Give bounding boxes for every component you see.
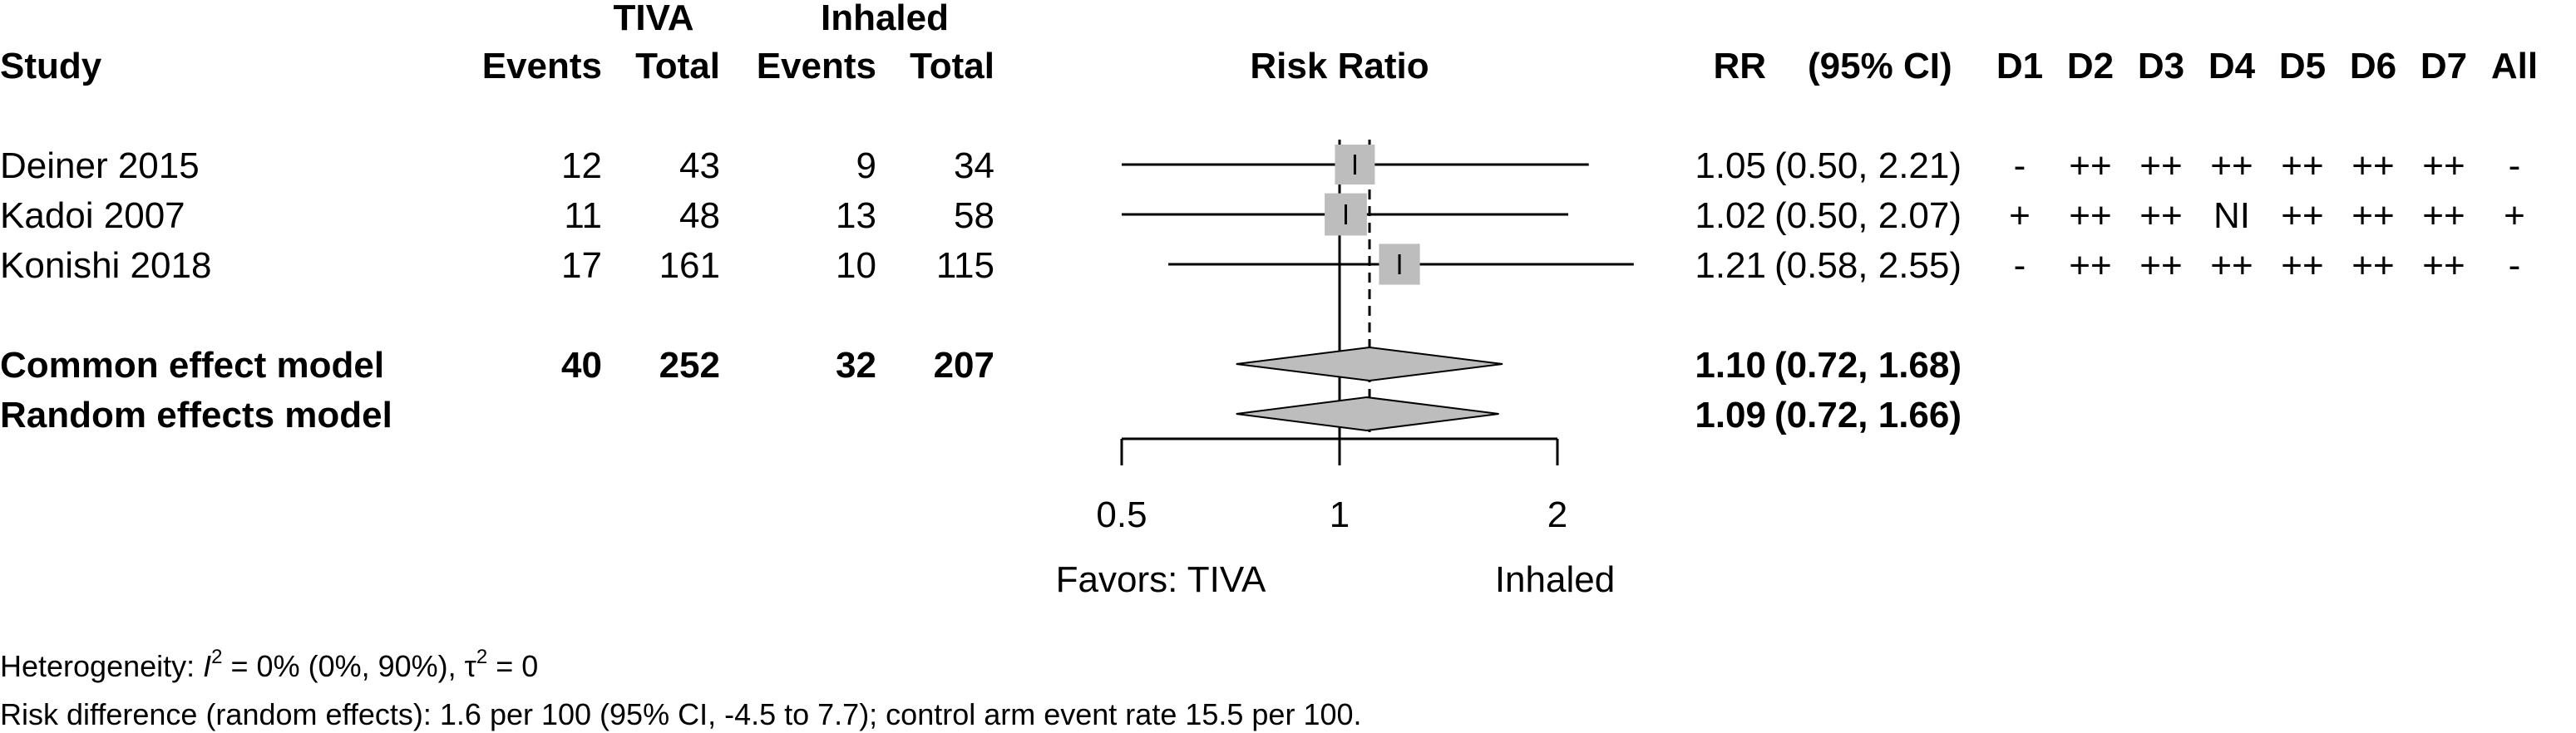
rob-d1: -	[2014, 245, 2026, 286]
col-events-tiva: Events	[482, 46, 602, 86]
plot-marks	[1122, 140, 1634, 439]
study-row: Deiner 2015 12 43 9 34 1.05 (0.50, 2.21) - ++ ++ +…	[0, 145, 2520, 186]
rr-value: 1.21	[1695, 245, 1766, 286]
pooled-total-tiva: 252	[659, 345, 720, 386]
col-domain-d5: D5	[2279, 46, 2326, 86]
total-inhaled: 115	[936, 245, 994, 286]
rob-d6: ++	[2351, 245, 2394, 286]
total-inhaled: 34	[954, 145, 994, 186]
events-tiva: 17	[561, 245, 602, 286]
col-total-inhaled: Total	[910, 46, 994, 86]
total-tiva: 48	[679, 195, 720, 236]
rob-d2: ++	[2069, 245, 2111, 286]
study-rows: Deiner 2015 12 43 9 34 1.05 (0.50, 2.21) - ++ ++ +…	[0, 145, 2525, 435]
pooled-row: Common effect model 40 252 32 207 1.10 (0.72, …	[0, 345, 1962, 386]
heterogeneity-prefix: Heterogeneity:	[0, 649, 203, 683]
rob-d1: -	[2014, 145, 2026, 186]
rob-all: -	[2509, 145, 2521, 186]
study-name: Konishi 2018	[0, 245, 211, 286]
pooled-diamond	[1236, 396, 1499, 432]
heterogeneity-i2-symbol: I	[203, 649, 211, 683]
events-inhaled: 9	[856, 145, 876, 186]
pooled-events-tiva: 40	[561, 345, 602, 386]
header-tiva: TIVA	[614, 0, 694, 38]
rob-d7: ++	[2422, 195, 2465, 236]
heterogeneity-i2-sup: 2	[211, 646, 222, 668]
favors-left-label: Favors: TIVA	[1056, 559, 1266, 600]
x-axis: 0.5 1 2	[1096, 437, 1567, 535]
rob-d4: ++	[2210, 145, 2253, 186]
rob-d5: ++	[2281, 195, 2323, 236]
col-total-tiva: Total	[635, 46, 720, 86]
rob-d7: ++	[2422, 145, 2465, 186]
total-tiva: 161	[659, 245, 720, 286]
pooled-name: Random effects model	[0, 395, 392, 435]
rob-d7: ++	[2422, 245, 2465, 286]
heterogeneity-tau-symbol: τ	[465, 649, 476, 683]
rob-all: -	[2509, 245, 2521, 286]
rr-value: 1.05	[1695, 145, 1766, 186]
favors-right-label: Inhaled	[1495, 559, 1615, 600]
heterogeneity-i2-text: = 0% (0%, 90%),	[223, 649, 465, 683]
pooled-events-inhaled: 32	[836, 345, 876, 386]
rob-d3: ++	[2139, 195, 2182, 236]
study-name: Kadoi 2007	[0, 195, 185, 236]
events-tiva: 12	[561, 145, 602, 186]
col-domain-d4: D4	[2208, 46, 2256, 86]
pooled-total-inhaled: 207	[934, 345, 994, 386]
col-domain-d7: D7	[2421, 46, 2467, 86]
x-tick-label: 1	[1330, 494, 1350, 535]
rob-all: +	[2504, 195, 2525, 236]
study-row: Konishi 2018 17 161 10 115 1.21 (0.58, 2.55) - +…	[0, 245, 2520, 286]
events-inhaled: 10	[836, 245, 876, 286]
rob-d2: ++	[2069, 195, 2111, 236]
col-ci: (95% CI)	[1808, 46, 1952, 86]
rob-d3: ++	[2139, 245, 2182, 286]
rob-d4: ++	[2210, 245, 2253, 286]
chart-title: Risk Ratio	[1250, 46, 1429, 86]
pooled-ci-value: (0.72, 1.68)	[1774, 345, 1962, 386]
x-tick-label: 0.5	[1096, 494, 1147, 535]
col-domain-d3: D3	[2138, 46, 2184, 86]
risk-difference-footnote: Risk difference (random effects): 1.6 pe…	[0, 697, 1362, 731]
col-events-inhaled: Events	[757, 46, 876, 86]
rob-d2: ++	[2069, 145, 2111, 186]
ci-value: (0.50, 2.21)	[1774, 145, 1962, 186]
events-inhaled: 13	[836, 195, 876, 236]
domain-headers: D1 D2 D3 D4 D5 D6 D7 All	[1996, 46, 2538, 86]
col-domain-d6: D6	[2350, 46, 2396, 86]
header-inhaled: Inhaled	[821, 0, 949, 38]
total-inhaled: 58	[954, 195, 994, 236]
col-domain-d1: D1	[1996, 46, 2043, 86]
pooled-rr-value: 1.10	[1695, 345, 1766, 386]
col-rr: RR	[1713, 46, 1766, 86]
study-row: Kadoi 2007 11 48 13 58 1.02 (0.50, 2.07) + ++ ++ N…	[0, 195, 2525, 236]
pooled-row: Random effects model 1.09 (0.72, 1.66)	[0, 395, 1962, 435]
heterogeneity-tau-text: = 0	[487, 649, 538, 683]
col-domain-all: All	[2491, 46, 2538, 86]
rob-d5: ++	[2281, 245, 2323, 286]
rob-d1: +	[2009, 195, 2031, 236]
events-tiva: 11	[564, 195, 602, 236]
heterogeneity-tau-sup: 2	[476, 646, 487, 668]
study-name: Deiner 2015	[0, 145, 200, 186]
rob-d5: ++	[2281, 145, 2323, 186]
pooled-name: Common effect model	[0, 345, 384, 386]
rob-d6: ++	[2351, 195, 2394, 236]
rob-d6: ++	[2351, 145, 2394, 186]
total-tiva: 43	[679, 145, 720, 186]
heterogeneity-text: Heterogeneity: I2 = 0% (0%, 90%), τ2 = 0	[0, 646, 538, 683]
pooled-diamond	[1236, 346, 1503, 382]
col-study: Study	[0, 46, 102, 86]
ci-value: (0.58, 2.55)	[1774, 245, 1962, 286]
pooled-ci-value: (0.72, 1.66)	[1774, 395, 1962, 435]
ci-value: (0.50, 2.07)	[1774, 195, 1962, 236]
col-domain-d2: D2	[2067, 46, 2114, 86]
rob-d3: ++	[2139, 145, 2182, 186]
x-tick-label: 2	[1547, 494, 1567, 535]
rr-value: 1.02	[1695, 195, 1766, 236]
rob-d4: NI	[2213, 195, 2250, 236]
pooled-rr-value: 1.09	[1695, 395, 1766, 435]
